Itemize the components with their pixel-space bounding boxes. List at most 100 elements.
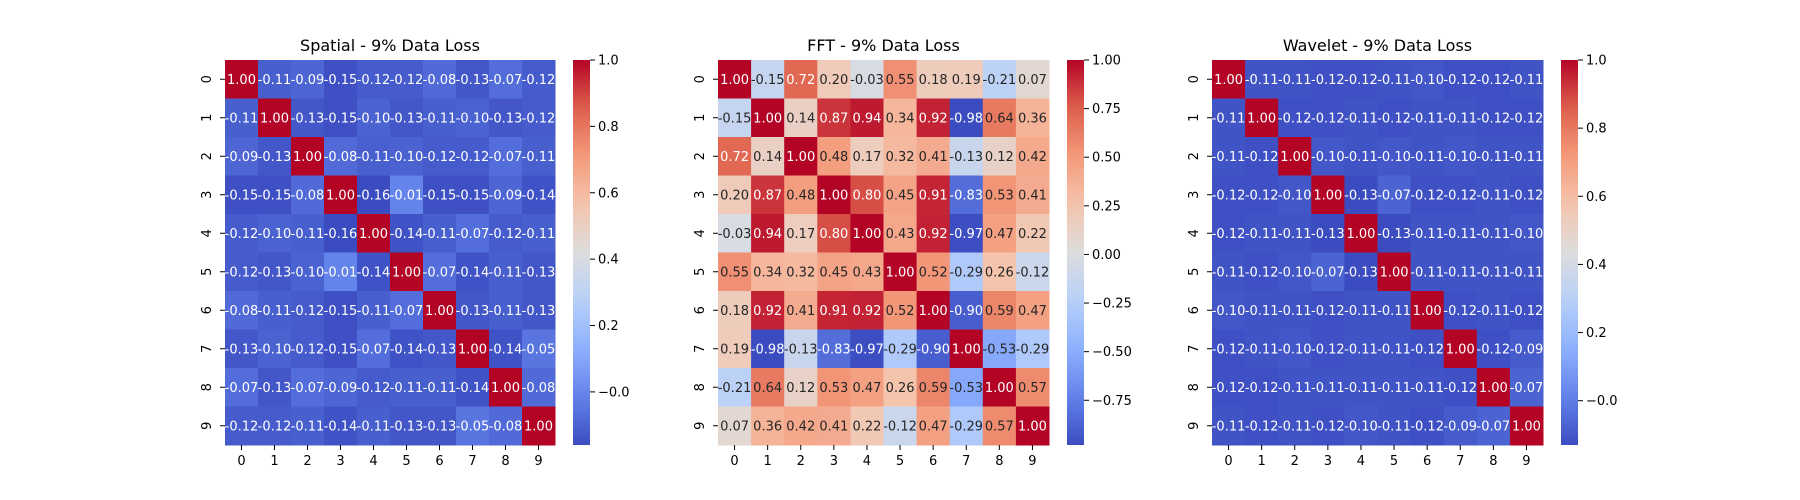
heatmap-cell [1015,291,1050,330]
heatmap-cell [916,214,951,253]
heatmap-cell [1311,60,1345,99]
cell-value-label: 0.55 [720,265,749,280]
heatmap-cell [423,214,457,253]
heatmap-cell [784,252,818,292]
heatmap-cell [1278,329,1312,369]
heatmap-cell [291,60,325,99]
cell-value-label: -0.08 [522,381,556,396]
cell-value-label: -0.07 [1377,188,1411,203]
colorbar-tick-label: 0.8 [1586,122,1607,137]
heatmap-cell [1311,291,1345,330]
cell-value-label: -0.11 [1443,265,1477,280]
cell-value-label: -0.07 [1477,419,1511,434]
cell-value-label: -0.11 [1410,111,1444,126]
y-tick-label: 5 [1187,268,1202,276]
colorbar [573,60,590,445]
heatmap-cell [1311,175,1345,215]
heatmap-cell [1015,175,1050,215]
cell-value-label: 0.53 [985,188,1014,203]
cell-value-label: 0.94 [753,227,782,242]
x-tick-label: 2 [303,454,311,469]
cell-value-label: 1.00 [852,227,881,242]
heatmap-cell [1410,252,1445,292]
heatmap-cell [390,60,424,99]
cell-value-label: 0.47 [985,227,1014,242]
heatmap-cell [850,137,884,176]
cell-value-label: -0.11 [1443,227,1477,242]
y-tick-label: 9 [693,422,708,430]
cell-value-label: -0.13 [1311,227,1345,242]
heatmap-cell [751,406,785,446]
heatmap-cell [982,329,1017,369]
cell-value-label: 0.52 [919,265,948,280]
cell-value-label: -0.11 [258,304,292,319]
cell-value-label: 1.00 [293,150,322,165]
cell-value-label: -0.11 [423,227,457,242]
cell-value-label: -0.11 [1410,381,1444,396]
heatmap-cell [1212,60,1246,99]
cell-value-label: -0.12 [883,419,917,434]
cell-value-label: -0.12 [225,419,259,434]
cell-value-label: 1.00 [260,111,289,126]
cell-value-label: 0.17 [786,227,815,242]
heatmap-cell [751,175,785,215]
cell-value-label: -0.11 [225,111,259,126]
cell-value-label: -0.13 [784,342,818,357]
cell-value-label: -0.12 [1477,73,1511,88]
heatmap-cell [1377,406,1412,446]
cell-value-label: 1.00 [886,265,915,280]
heatmap-cell [1377,252,1412,292]
cell-value-label: 0.14 [753,150,782,165]
heatmap-cell [850,175,884,215]
heatmap-cell [1212,98,1246,138]
colorbar-tick-label: 1.00 [1092,54,1121,69]
cell-value-label: -0.09 [324,381,358,396]
colorbar-tick-label: 0.8 [598,120,619,135]
heatmap-cell [817,137,851,176]
cell-value-label: 0.32 [886,150,915,165]
heatmap-cell [784,329,818,369]
y-tick-label: 8 [693,383,708,391]
heatmap-cell [1311,368,1345,407]
heatmap-cell [456,291,490,330]
heatmap-cell [324,137,358,176]
x-tick-label: 2 [1291,454,1299,469]
cell-value-label: -0.12 [1443,304,1477,319]
cell-value-label: -0.12 [522,73,556,88]
heatmap-cell [850,291,884,330]
cell-value-label: -0.29 [949,265,983,280]
cell-value-label: 0.55 [886,73,915,88]
cell-value-label: -0.11 [1344,304,1378,319]
x-tick-label: 3 [336,454,344,469]
cell-value-label: -0.13 [291,111,325,126]
heatmap-cell [225,137,259,176]
heatmap-cell [324,329,358,369]
cell-value-label: -0.09 [489,188,523,203]
heatmap-cell [258,291,292,330]
cell-value-label: -0.11 [522,150,556,165]
x-tick-label: 9 [1522,454,1530,469]
cell-value-label: 0.48 [819,150,848,165]
heatmap-cell [1245,60,1279,99]
heatmap-cell [390,98,424,138]
y-tick-label: 9 [200,422,215,430]
chart-title: FFT - 9% Data Loss [807,36,960,55]
heatmap-cell [1410,60,1445,99]
heatmap-cell [1443,252,1478,292]
cell-value-label: -0.11 [1278,73,1312,88]
heatmap-cell [1377,98,1412,138]
cell-value-label: -0.16 [357,188,391,203]
cell-value-label: 0.18 [720,304,749,319]
heatmap-cell [916,252,951,292]
heatmap-cell [357,214,391,253]
cell-value-label: -0.12 [1377,111,1411,126]
cell-value-label: -0.11 [1510,265,1544,280]
heatmap-cell [1278,137,1312,176]
heatmap-cell [817,291,851,330]
heatmap-cell [817,175,851,215]
x-tick-label: 7 [468,454,476,469]
heatmap-cell [1015,368,1050,407]
cell-value-label: -0.07 [291,381,325,396]
heatmap-cell [718,98,752,138]
y-tick-label: 6 [693,306,708,314]
